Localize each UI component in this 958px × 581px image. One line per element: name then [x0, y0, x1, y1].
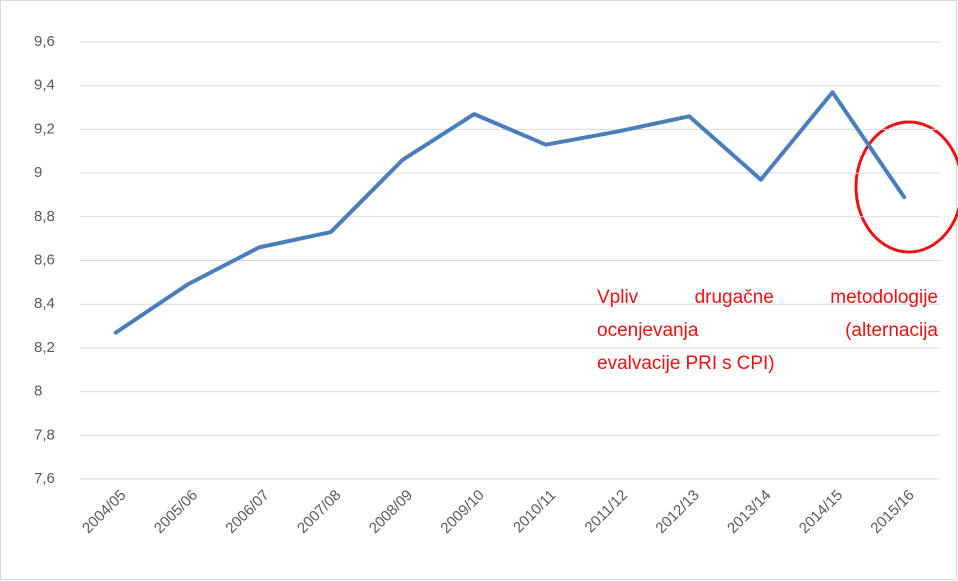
annotation-word: ocenjevanja	[597, 320, 699, 341]
annotation-word: (alternacija	[845, 320, 938, 341]
annotation-word: Vpliv	[597, 287, 639, 308]
y-tick-label: 8	[34, 383, 42, 400]
y-tick-label: 9	[34, 164, 42, 181]
y-tick-label: 8,8	[34, 208, 55, 225]
y-tick-label: 7,8	[34, 426, 55, 443]
data-line	[113, 90, 907, 335]
annotation-word: CPI)	[737, 353, 775, 374]
y-tick-label: 9,4	[34, 77, 55, 94]
annotation-word: evalvacije	[597, 353, 680, 374]
y-tick-label: 9,6	[34, 33, 55, 50]
y-tick-label: 8,2	[34, 339, 55, 356]
annotation-word: PRI	[685, 353, 717, 374]
annotation-word: s	[722, 353, 732, 374]
highlight-circle	[854, 120, 958, 254]
y-tick-label: 9,2	[34, 120, 55, 137]
annotation-word: drugačne	[695, 287, 774, 308]
y-tick-label: 7,6	[34, 470, 55, 487]
annotation-word: metodologije	[830, 287, 938, 308]
y-tick-label: 8,4	[34, 295, 55, 312]
y-tick-label: 8,6	[34, 251, 55, 268]
